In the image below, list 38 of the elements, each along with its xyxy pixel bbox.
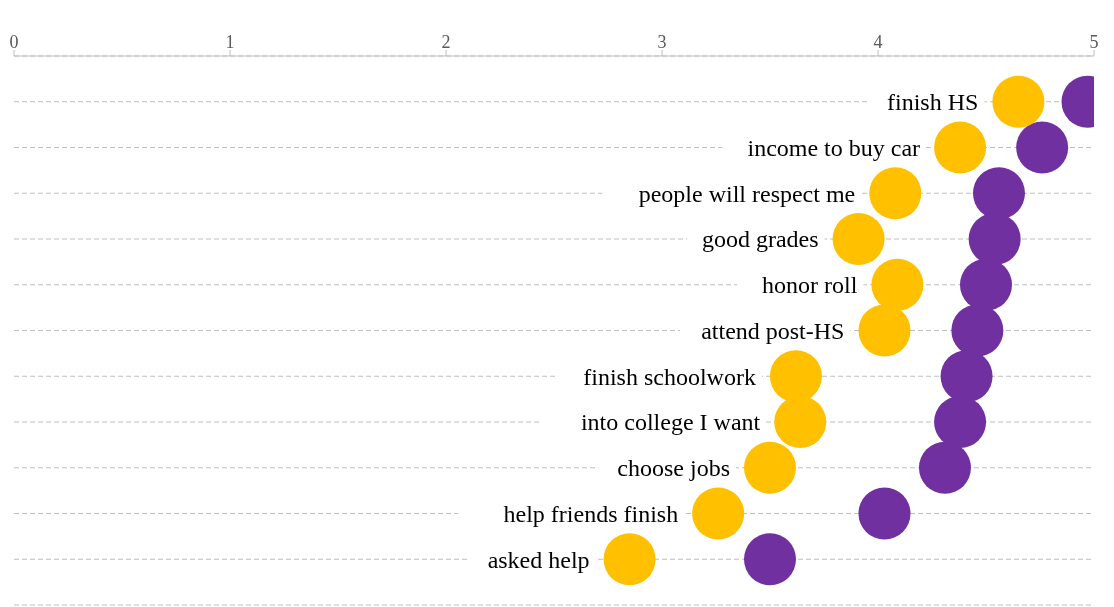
point (951, 304, 1004, 357)
point (769, 350, 822, 403)
point (744, 533, 796, 586)
x-tick-label: 1 (225, 32, 235, 52)
x-tick-label: 3 (657, 32, 667, 52)
y-tick-label: finish schoolwork (583, 363, 756, 390)
point (869, 167, 922, 220)
point (934, 121, 987, 174)
x-tick-label: 5 (1089, 32, 1099, 52)
y-tick-label: honor roll (762, 272, 858, 299)
point (1016, 121, 1069, 174)
point (972, 167, 1025, 220)
point (692, 487, 745, 540)
y-tick-label: help friends finish (503, 500, 679, 527)
point (744, 441, 796, 494)
y-tick-label: people will respect me (638, 180, 856, 207)
point (992, 75, 1045, 128)
point (832, 213, 885, 265)
y-tick-label: asked help (487, 546, 590, 573)
y-tick-label: good grades (701, 226, 819, 253)
y-tick-label: finish HS (887, 89, 979, 116)
y-tick-label: into college I want (580, 409, 761, 436)
y-tick-label: income to buy car (747, 134, 921, 161)
point (858, 304, 911, 357)
x-tick-label: 2 (441, 32, 451, 52)
point (918, 441, 971, 494)
point (968, 213, 1021, 265)
point (871, 258, 924, 311)
point (774, 396, 827, 448)
x-tick-label: 0 (9, 32, 19, 52)
point (858, 487, 911, 540)
point (960, 258, 1012, 311)
point (934, 396, 987, 448)
x-tick-label: 4 (873, 32, 883, 52)
point (940, 350, 993, 403)
y-tick-label: attend post-HS (701, 317, 845, 344)
y-tick-label: choose jobs (617, 455, 730, 482)
point (603, 533, 656, 586)
